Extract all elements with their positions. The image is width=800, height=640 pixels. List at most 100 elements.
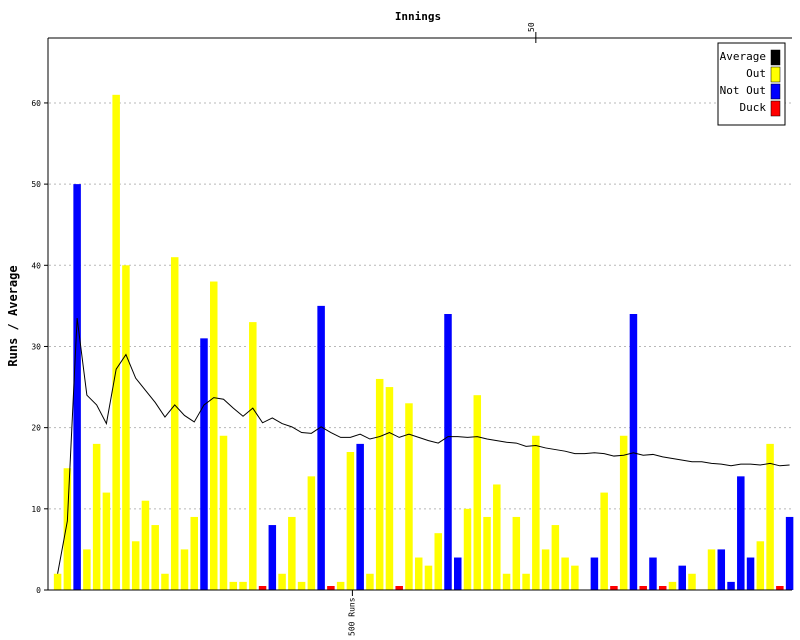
top-tick-label: 50	[527, 22, 536, 32]
y-tick-label: 50	[31, 180, 41, 189]
bar-out	[190, 516, 198, 590]
y-tick-label: 30	[31, 342, 41, 351]
average-line	[57, 317, 790, 574]
bar-out	[473, 395, 482, 590]
bar-out	[307, 476, 316, 590]
axes	[47, 37, 792, 591]
bar-notout	[717, 549, 726, 590]
bar-out	[288, 516, 296, 590]
bar-out	[512, 516, 521, 590]
bar-notout	[746, 557, 755, 590]
bars-group	[53, 94, 794, 590]
bar-notout	[317, 305, 325, 590]
bar-out	[346, 452, 355, 590]
bar-out	[366, 573, 374, 590]
bar-out	[502, 573, 511, 590]
bar-notout	[727, 581, 735, 590]
legend-label: Out	[746, 67, 766, 80]
bar-out	[180, 549, 189, 590]
bar-out	[278, 573, 286, 590]
bar-out	[112, 94, 120, 590]
bar-out	[707, 549, 716, 590]
top-ticks: 50	[527, 22, 537, 43]
chart-title: Innings	[395, 10, 441, 23]
bar-out	[532, 435, 540, 590]
bar-out	[151, 525, 159, 590]
bar-out	[210, 281, 218, 590]
bottom-markers: 500 Runs	[347, 590, 356, 636]
legend-swatch	[770, 100, 781, 117]
y-tick-label: 60	[31, 99, 41, 108]
bar-out	[756, 541, 765, 590]
bar-notout	[356, 443, 364, 590]
bar-duck	[776, 586, 784, 590]
bar-notout	[454, 557, 462, 590]
bar-out	[541, 549, 550, 590]
grid-lines	[49, 102, 792, 510]
legend-swatch	[770, 66, 781, 83]
bar-notout	[629, 314, 638, 590]
bar-out	[375, 378, 384, 590]
bar-out	[336, 581, 345, 590]
bar-duck	[327, 586, 335, 590]
legend-label: Duck	[740, 101, 767, 114]
bar-out	[561, 557, 569, 590]
legend-label: Not Out	[720, 84, 766, 97]
legend-swatch	[770, 49, 781, 66]
bar-notout	[785, 516, 794, 590]
bar-out	[131, 541, 140, 590]
bar-out	[229, 581, 238, 590]
bar-out	[414, 557, 423, 590]
bar-out	[463, 508, 472, 590]
bar-out	[571, 565, 579, 590]
bar-out	[600, 492, 608, 590]
bar-notout	[200, 338, 208, 590]
y-tick-label: 20	[31, 424, 41, 433]
bar-out	[405, 403, 413, 590]
legend-label: Average	[720, 50, 766, 63]
bar-out	[551, 525, 560, 590]
bar-duck	[658, 586, 667, 590]
bar-out	[83, 549, 91, 590]
bar-notout	[73, 184, 81, 590]
bar-notout	[737, 476, 745, 590]
bar-out	[483, 516, 491, 590]
y-ticks: 0 10 20 30 40 50 60	[31, 99, 48, 595]
bar-notout	[268, 525, 277, 590]
milestone-label: 500 Runs	[347, 597, 356, 636]
bar-out	[161, 573, 169, 590]
bar-out	[170, 257, 179, 590]
y-tick-label: 0	[36, 586, 41, 595]
bar-out	[219, 435, 228, 590]
bar-out	[424, 565, 433, 590]
bar-out	[53, 573, 62, 590]
bar-out	[434, 533, 442, 590]
bar-out	[385, 387, 394, 590]
bar-out	[141, 500, 150, 590]
bar-out	[102, 492, 111, 590]
bar-duck	[639, 586, 647, 590]
bar-out	[688, 573, 696, 590]
bar-out	[522, 573, 530, 590]
bar-notout	[649, 557, 657, 590]
bar-out	[493, 484, 501, 590]
bar-out	[92, 443, 101, 590]
bar-notout	[590, 557, 599, 590]
y-tick-label: 10	[31, 505, 41, 514]
bar-out	[668, 581, 677, 590]
bar-out	[619, 435, 628, 590]
bar-duck	[258, 586, 267, 590]
legend: Average Out Not Out Duck	[717, 42, 786, 126]
bar-notout	[444, 314, 452, 590]
y-tick-label: 40	[31, 261, 41, 270]
bar-out	[239, 581, 247, 590]
bar-duck	[610, 586, 618, 590]
y-axis-label: Runs / Average	[6, 265, 20, 366]
legend-swatch	[770, 83, 781, 100]
bar-out	[297, 581, 306, 590]
bar-out	[766, 443, 774, 590]
bar-out	[249, 322, 257, 590]
bar-out	[63, 468, 72, 590]
bar-out	[122, 265, 130, 590]
